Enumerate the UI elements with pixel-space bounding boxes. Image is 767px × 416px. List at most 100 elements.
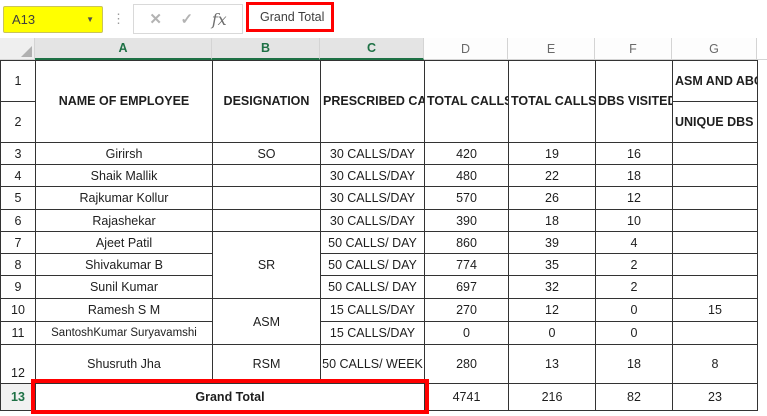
row-header-8[interactable]: 8 [0,253,36,276]
name-box[interactable]: A13 ▼ [3,6,103,33]
cell-header-unique-dbs[interactable]: UNIQUE DBS VISITED [672,101,758,143]
cell-c6[interactable]: 30 CALLS/DAY [320,209,425,232]
cell-e6[interactable]: 18 [508,209,596,232]
cell-g5[interactable] [672,186,758,210]
column-header-g[interactable]: G [672,38,757,60]
cell-g8[interactable] [672,253,758,276]
enter-icon[interactable]: ✓ [180,11,194,28]
cell-header-designation[interactable]: DESIGNATION [212,60,321,143]
cell-a7[interactable]: Ajeet Patil [35,231,213,254]
cell-g12[interactable]: 8 [672,344,758,384]
cell-b6[interactable] [212,209,321,232]
column-header-e[interactable]: E [508,38,595,60]
cell-c12[interactable]: 50 CALLS/ WEEK [320,344,425,384]
cell-e3[interactable]: 19 [508,142,596,165]
cell-g11[interactable] [672,321,758,345]
cell-header-name[interactable]: NAME OF EMPLOYEE [35,60,213,143]
row-header-9[interactable]: 9 [0,275,36,299]
cell-e4[interactable]: 22 [508,164,596,187]
cell-a11[interactable]: SantoshKumar Suryavamshi [35,321,213,345]
row-header-7[interactable]: 7 [0,231,36,254]
row-header-11[interactable]: 11 [0,321,36,345]
cell-c5[interactable]: 30 CALLS/DAY [320,186,425,210]
cell-f9[interactable]: 2 [595,275,673,299]
row-header-4[interactable]: 4 [0,164,36,187]
cell-header-divided[interactable]: TOTAL CALLS DIVIDED BY 22 DAYS [508,60,596,143]
cell-c9[interactable]: 50 CALLS/ DAY [320,275,425,299]
cell-f5[interactable]: 12 [595,186,673,210]
cell-header-dbs[interactable]: DBS VISITED [595,60,673,143]
cell-f4[interactable]: 18 [595,164,673,187]
cell-d7[interactable]: 860 [424,231,509,254]
cell-g13[interactable]: 23 [672,383,758,411]
row-header-10[interactable]: 10 [0,298,36,322]
cell-c8[interactable]: 50 CALLS/ DAY [320,253,425,276]
column-header-f[interactable]: F [595,38,672,60]
cell-e13[interactable]: 216 [508,383,596,411]
cell-d10[interactable]: 270 [424,298,509,322]
cell-c10[interactable]: 15 CALLS/DAY [320,298,425,322]
cell-e10[interactable]: 12 [508,298,596,322]
column-header-a[interactable]: A [35,38,212,60]
cell-b4[interactable] [212,164,321,187]
formula-bar-value[interactable]: Grand Total [260,10,325,24]
cell-e12[interactable]: 13 [508,344,596,384]
cell-a6[interactable]: Rajashekar [35,209,213,232]
cell-g7[interactable] [672,231,758,254]
cell-c4[interactable]: 30 CALLS/DAY [320,164,425,187]
cell-b5[interactable] [212,186,321,210]
cell-d11[interactable]: 0 [424,321,509,345]
cell-f3[interactable]: 16 [595,142,673,165]
select-all-corner[interactable] [0,38,35,60]
cell-c11[interactable]: 15 CALLS/DAY [320,321,425,345]
cell-b12[interactable]: RSM [212,344,321,384]
cell-header-asm-above[interactable]: ASM AND ABOVE [672,60,758,102]
cell-b10-merged[interactable]: ASM [212,298,321,345]
row-header-5[interactable]: 5 [0,186,36,210]
cell-e8[interactable]: 35 [508,253,596,276]
cell-f11[interactable]: 0 [595,321,673,345]
row-header-12[interactable]: 12 [0,344,36,384]
row-header-1[interactable]: 1 [0,60,36,102]
cell-f12[interactable]: 18 [595,344,673,384]
cell-f10[interactable]: 0 [595,298,673,322]
row-header-3[interactable]: 3 [0,142,36,165]
cancel-icon[interactable]: ✕ [149,11,162,28]
cell-a5[interactable]: Rajkumar Kollur [35,186,213,210]
cell-f7[interactable]: 4 [595,231,673,254]
chevron-down-icon[interactable]: ▼ [86,15,94,24]
cell-d13[interactable]: 4741 [424,383,509,411]
cell-d4[interactable]: 480 [424,164,509,187]
cell-a12[interactable]: Shusruth Jha [35,344,213,384]
insert-function-icon[interactable]: fx [211,9,227,29]
cell-f13[interactable]: 82 [595,383,673,411]
cell-e9[interactable]: 32 [508,275,596,299]
cell-d8[interactable]: 774 [424,253,509,276]
cell-a4[interactable]: Shaik Mallik [35,164,213,187]
cell-d6[interactable]: 390 [424,209,509,232]
cell-d5[interactable]: 570 [424,186,509,210]
cell-f6[interactable]: 10 [595,209,673,232]
cell-a3[interactable]: Girirsh [35,142,213,165]
cell-b7-merged[interactable]: SR [212,231,321,299]
cell-b3[interactable]: SO [212,142,321,165]
cell-d3[interactable]: 420 [424,142,509,165]
cell-a8[interactable]: Shivakumar B [35,253,213,276]
row-header-6[interactable]: 6 [0,209,36,232]
cell-d12[interactable]: 280 [424,344,509,384]
row-header-13[interactable]: 13 [0,383,36,411]
cell-c3[interactable]: 30 CALLS/DAY [320,142,425,165]
cell-d9[interactable]: 697 [424,275,509,299]
cell-g10[interactable]: 15 [672,298,758,322]
row-header-2[interactable]: 2 [0,101,36,143]
cell-g9[interactable] [672,275,758,299]
cell-f8[interactable]: 2 [595,253,673,276]
cell-header-prescribed[interactable]: PRESCRIBED CALLS PER DAY / PER WEEK [320,60,425,143]
cell-a13-grand-total[interactable]: Grand Total [35,383,425,411]
column-header-c[interactable]: C [320,38,424,60]
cell-header-total-calls[interactable]: TOTAL CALLS MADE IN MONTH [424,60,509,143]
cell-g4[interactable] [672,164,758,187]
cell-e11[interactable]: 0 [508,321,596,345]
cell-a10[interactable]: Ramesh S M [35,298,213,322]
column-header-b[interactable]: B [212,38,320,60]
